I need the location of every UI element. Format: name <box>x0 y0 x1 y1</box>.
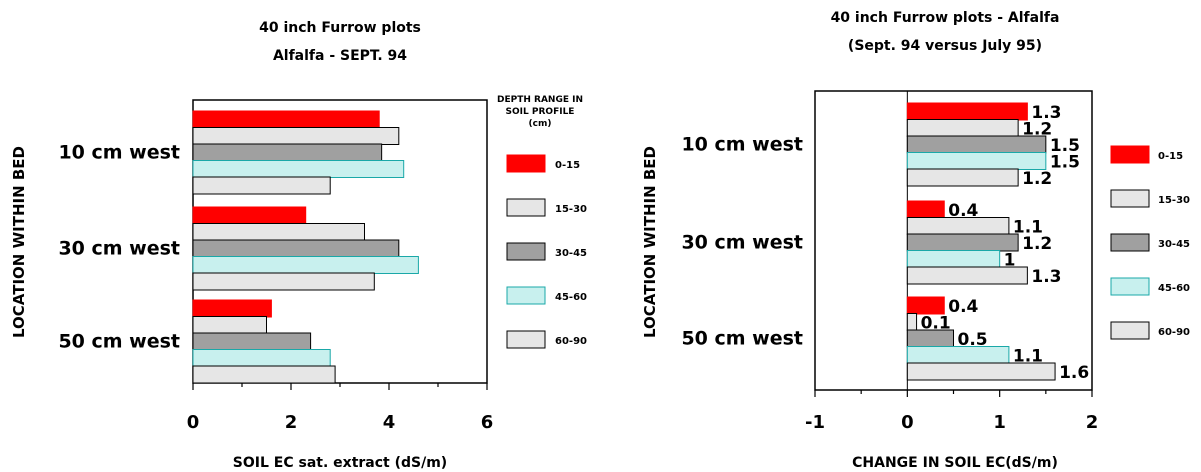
chart2-bar-value-label: 0.5 <box>958 330 988 350</box>
chart1-x-tick-label: 2 <box>285 412 298 433</box>
chart2-x-tick-label: 2 <box>1086 412 1099 433</box>
chart2-bar <box>906 152 1047 170</box>
chart2-bar-value-label: 1.2 <box>1022 234 1052 254</box>
chart1-x-tick-label: 6 <box>481 412 494 433</box>
chart1-legend-swatch <box>506 198 546 217</box>
chart1-bar <box>192 127 400 145</box>
chart2-bar <box>906 102 1028 121</box>
chart2-legend-swatch <box>1110 189 1150 208</box>
chart2-bar <box>906 362 1056 381</box>
chart2-bar <box>906 313 918 331</box>
chart2-bar-value-label: 0.1 <box>921 314 951 334</box>
chart2-bar <box>906 329 954 348</box>
chart2-bar <box>906 346 1010 364</box>
chart2-bar <box>906 217 1010 235</box>
chart2-bar <box>906 135 1047 154</box>
chart2-x-tick-label: -1 <box>805 412 825 433</box>
chart2-bar <box>906 233 1019 252</box>
chart2-bar <box>906 200 945 219</box>
chart2-bar-value-label: 1.5 <box>1050 153 1080 173</box>
chart1-legend-label: 15-30 <box>555 204 587 215</box>
chart1-bar <box>192 223 365 241</box>
chart2-bar-value-label: 1.1 <box>1013 347 1043 367</box>
chart2-bar <box>906 168 1019 187</box>
chart1-x-tick-label: 0 <box>187 412 200 433</box>
chart2-legend-swatch <box>1110 321 1150 340</box>
chart1-legend-swatch <box>506 330 546 349</box>
chart1-legend-title: SOIL PROFILE <box>506 107 575 117</box>
chart1-x-axis-label: SOIL EC sat. extract (dS/m) <box>233 455 447 471</box>
chart2-bar <box>906 296 945 315</box>
chart2-bar-value-label: 1.5 <box>1050 136 1080 156</box>
chart2-bar-value-label: 1.3 <box>1031 103 1061 123</box>
chart1-title: 40 inch Furrow plots <box>259 20 421 36</box>
chart1-legend-label: 30-45 <box>555 248 587 259</box>
chart2-x-tick-label: 1 <box>993 412 1006 433</box>
chart2-bar-value-label: 1.2 <box>1022 169 1052 189</box>
chart1-legend-swatch <box>506 154 546 173</box>
chart1-legend-title: DEPTH RANGE IN <box>497 95 583 105</box>
chart1-bar <box>192 206 307 225</box>
chart1-bar <box>192 272 375 291</box>
chart2-category-label: 50 cm west <box>681 328 803 350</box>
chart1-bar <box>192 349 331 367</box>
chart2-legend-swatch <box>1110 233 1150 252</box>
chart1-bar <box>192 299 272 318</box>
chart1-category-label: 30 cm west <box>58 238 180 260</box>
chart2-bar-value-label: 1 <box>1004 251 1016 271</box>
chart2-legend-label: 0-15 <box>1158 151 1183 162</box>
chart1-category-label: 50 cm west <box>58 331 180 353</box>
chart1-bar <box>192 365 336 384</box>
chart1-legend-label: 0-15 <box>555 160 580 171</box>
chart2-x-tick-label: 0 <box>901 412 914 433</box>
chart2-bar-value-label: 0.4 <box>948 201 978 221</box>
chart2-bar <box>906 119 1019 137</box>
chart1-subtitle: Alfalfa - SEPT. 94 <box>273 48 407 64</box>
chart1-y-axis-label: LOCATION WITHIN BED <box>10 146 28 338</box>
chart1-bar <box>192 316 267 334</box>
chart1-bar <box>192 332 312 351</box>
chart2-category-label: 10 cm west <box>681 134 803 156</box>
chart2-bar <box>906 266 1028 285</box>
chart2-legend-label: 60-90 <box>1158 327 1190 338</box>
chart2-legend-label: 15-30 <box>1158 195 1190 206</box>
chart2-bar-value-label: 1.1 <box>1013 218 1043 238</box>
chart1-bar <box>192 176 331 195</box>
chart2-legend-label: 30-45 <box>1158 239 1190 250</box>
chart2-title: 40 inch Furrow plots - Alfalfa <box>831 10 1060 26</box>
chart2-legend-swatch <box>1110 145 1150 164</box>
chart2-bar <box>906 250 1001 268</box>
chart1-legend-label: 45-60 <box>555 292 587 303</box>
chart2-x-axis-label: CHANGE IN SOIL EC(dS/m) <box>852 455 1058 471</box>
chart2-legend-label: 45-60 <box>1158 283 1190 294</box>
chart1-bar <box>192 160 405 178</box>
chart1-legend-swatch <box>506 242 546 261</box>
chart1-x-tick-label: 4 <box>383 412 396 433</box>
chart2-bar-value-label: 0.4 <box>948 297 978 317</box>
chart1-bar <box>192 239 400 258</box>
chart1-bar <box>192 256 419 274</box>
chart2-bar-value-label: 1.6 <box>1059 363 1089 383</box>
chart2-legend-swatch <box>1110 277 1150 296</box>
chart1-legend-label: 60-90 <box>555 336 587 347</box>
chart2-subtitle: (Sept. 94 versus July 95) <box>848 38 1042 54</box>
chart1-bar <box>192 143 383 162</box>
chart1-category-label: 10 cm west <box>58 142 180 164</box>
chart1-bar <box>192 110 380 129</box>
chart2-bar-value-label: 1.2 <box>1022 120 1052 140</box>
chart2-category-label: 30 cm west <box>681 232 803 254</box>
chart2-bar-value-label: 1.3 <box>1031 267 1061 287</box>
chart2-y-axis-label: LOCATION WITHIN BED <box>641 146 659 338</box>
chart1-legend-swatch <box>506 286 546 305</box>
chart1-legend-title: (cm) <box>529 119 552 129</box>
